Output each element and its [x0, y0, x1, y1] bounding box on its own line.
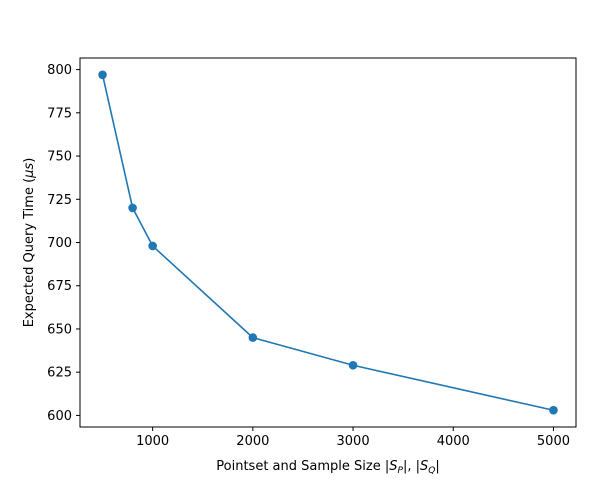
data-point — [128, 203, 137, 213]
plot-layer — [98, 70, 558, 415]
y-tick-label: 600 — [47, 409, 72, 424]
y-tick-label: 775 — [47, 106, 72, 121]
series-line — [101, 74, 554, 412]
y-tick-label: 725 — [47, 193, 72, 208]
data-point — [348, 360, 358, 370]
data-point — [98, 70, 107, 80]
x-tick-label: 1000 — [136, 434, 169, 449]
x-axis-ticks: 1000 2000 3000 4000 5000 — [136, 427, 570, 449]
x-tick-label: 5000 — [537, 434, 570, 449]
y-axis-title: Expected Query Time (μs) — [22, 158, 37, 328]
y-axis-ticks: 600 625 650 675 700 725 750 775 800 — [47, 63, 80, 424]
y-tick-label: 750 — [47, 150, 72, 165]
y-tick-label: 625 — [47, 366, 72, 381]
x-tick-label: 4000 — [437, 434, 470, 449]
x-axis-title: Pointset and Sample Size |SP|, |SQ| — [216, 459, 439, 476]
y-tick-label: 675 — [47, 279, 72, 294]
y-tick-label: 700 — [47, 236, 72, 251]
data-point — [248, 333, 258, 342]
y-tick-label: 650 — [47, 322, 72, 337]
data-point — [148, 241, 157, 251]
y-tick-label: 800 — [47, 63, 72, 78]
data-point — [549, 405, 558, 415]
x-tick-label: 2000 — [236, 434, 269, 449]
x-tick-label: 3000 — [337, 434, 370, 449]
